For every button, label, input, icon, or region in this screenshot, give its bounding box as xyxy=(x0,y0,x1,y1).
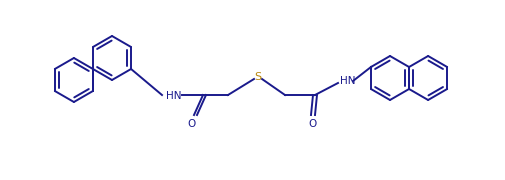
Text: O: O xyxy=(187,119,196,129)
Text: HN: HN xyxy=(166,91,181,101)
Text: HN: HN xyxy=(339,76,355,86)
Text: O: O xyxy=(308,119,317,129)
Text: S: S xyxy=(254,72,261,82)
